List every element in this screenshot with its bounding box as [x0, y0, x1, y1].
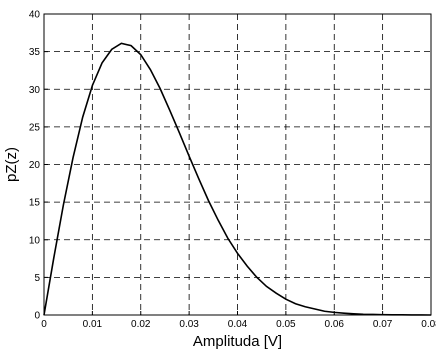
y-tick-label-0: 0 [34, 311, 40, 322]
y-tick-label-1: 5 [34, 273, 40, 284]
x-tick-label-2: 0.02 [131, 319, 151, 330]
x-axis-title: Amplituda [V] [193, 333, 282, 350]
x-tick-label-6: 0.06 [325, 319, 345, 330]
y-tick-label-6: 30 [29, 85, 41, 96]
y-axis-title: pZ(z) [3, 147, 20, 182]
x-ticks: 0 0.01 0.02 0.03 0.04 0.05 0.06 0.07 0.08 [41, 311, 436, 330]
series-line [43, 42, 432, 316]
y-ticks: 0 5 10 15 20 25 30 35 40 [29, 10, 48, 322]
y-tick-label-8: 40 [29, 10, 41, 21]
x-tick-label-0: 0 [41, 319, 47, 330]
x-tick-label-4: 0.04 [228, 319, 248, 330]
x-tick-label-8: 0.08 [421, 319, 436, 330]
x-tick-label-1: 0.01 [83, 319, 103, 330]
x-tick-label-5: 0.05 [276, 319, 296, 330]
y-tick-label-4: 20 [29, 160, 41, 171]
x-tick-label-3: 0.03 [179, 319, 199, 330]
y-tick-label-7: 35 [29, 47, 41, 58]
y-tick-label-3: 15 [29, 198, 41, 209]
y-tick-label-2: 10 [29, 235, 41, 246]
grid [44, 14, 431, 315]
y-tick-label-5: 25 [29, 122, 41, 133]
x-tick-label-7: 0.07 [373, 319, 393, 330]
